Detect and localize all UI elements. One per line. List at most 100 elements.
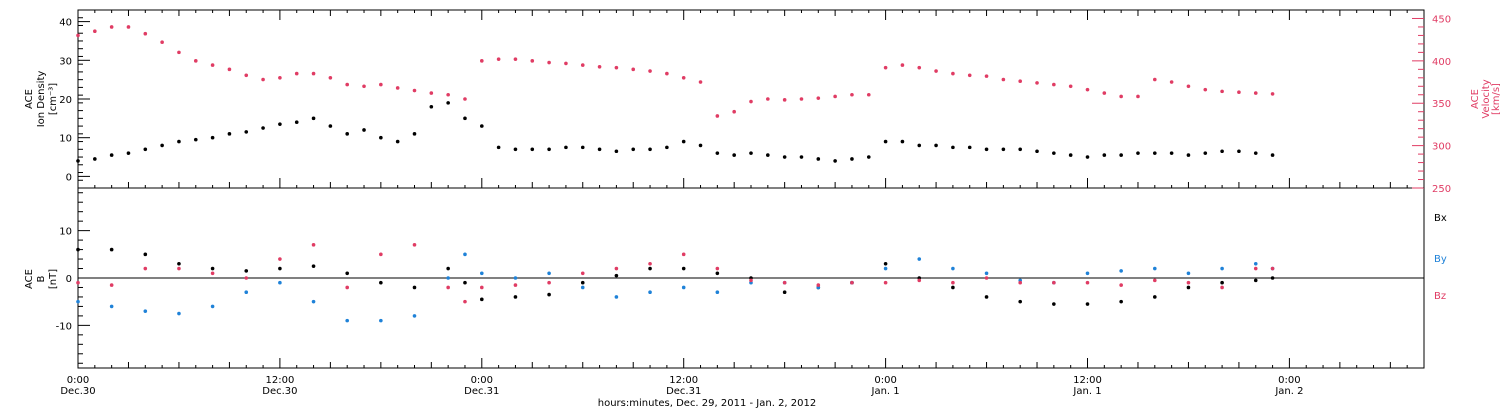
density-point xyxy=(311,116,316,121)
velocity-point xyxy=(984,74,989,78)
x-tick-date-label: Jan. 1 xyxy=(871,386,900,397)
density-point xyxy=(227,132,232,136)
x-tick-date-label: Dec.30 xyxy=(60,386,95,397)
velocity-tick-label: 300 xyxy=(1432,142,1451,153)
density-point xyxy=(951,145,955,150)
bz-point xyxy=(1153,278,1157,283)
velocity-tick-label: 250 xyxy=(1432,184,1451,195)
velocity-ylabel-line1: ACE xyxy=(1470,89,1481,109)
bz-point xyxy=(109,283,114,287)
by-point xyxy=(379,318,383,323)
bz-point xyxy=(143,266,148,271)
bx-point xyxy=(244,269,249,273)
by-point xyxy=(715,290,720,295)
bz-point xyxy=(177,266,181,271)
density-point xyxy=(934,143,938,148)
bz-point xyxy=(1119,283,1123,287)
velocity-point xyxy=(328,76,333,80)
velocity-point xyxy=(1270,92,1275,96)
velocity-point xyxy=(698,80,703,84)
velocity-tick-label: 450 xyxy=(1432,14,1451,25)
density-point xyxy=(749,151,753,155)
density-point xyxy=(665,145,669,150)
density-point xyxy=(76,159,80,163)
velocity-point xyxy=(1052,82,1056,87)
by-point xyxy=(917,257,922,261)
density-point xyxy=(1035,149,1039,154)
b-tick-label: -10 xyxy=(56,321,72,332)
by-point xyxy=(244,290,249,295)
bx-point xyxy=(681,266,686,271)
density-point xyxy=(1153,151,1157,155)
density-point xyxy=(900,139,905,144)
bz-point xyxy=(782,280,787,285)
bz-point xyxy=(513,283,518,287)
by-point xyxy=(614,295,619,299)
density-point xyxy=(1001,147,1006,152)
bz-point xyxy=(1220,285,1224,290)
density-point xyxy=(698,143,703,148)
bx-point xyxy=(177,261,181,266)
density-point xyxy=(564,145,568,150)
bz-point xyxy=(379,252,383,257)
density-point xyxy=(93,157,97,161)
x-tick-date-label: Jan. 1 xyxy=(1072,386,1101,397)
bz-point xyxy=(278,257,282,261)
velocity-point xyxy=(160,40,164,45)
velocity-point xyxy=(429,91,434,95)
bx-point xyxy=(1153,295,1157,299)
b-ylabel-line3: [nT] xyxy=(48,269,59,289)
density-point xyxy=(917,143,922,148)
by-point xyxy=(580,285,585,290)
velocity-point xyxy=(496,57,501,61)
bz-point xyxy=(480,285,484,290)
b-tick-label: 0 xyxy=(66,274,72,285)
velocity-point xyxy=(1001,77,1006,82)
x-tick-date-label: Dec.31 xyxy=(464,386,499,397)
bx-point xyxy=(715,271,720,276)
by-point xyxy=(412,314,417,318)
density-point xyxy=(513,147,518,152)
by-point xyxy=(177,311,181,316)
density-point xyxy=(1085,155,1090,159)
bz-point xyxy=(816,283,821,287)
axis-ticks: 010203040250300350400450-100100:00Dec.30… xyxy=(56,9,1451,397)
velocity-point xyxy=(883,65,888,70)
bz-point xyxy=(1253,266,1258,271)
density-point xyxy=(833,159,837,163)
velocity-point xyxy=(833,94,837,99)
density-point xyxy=(1237,149,1241,154)
density-point xyxy=(1203,151,1208,155)
density-point xyxy=(362,128,366,132)
by-point xyxy=(648,290,652,295)
density-point xyxy=(429,104,434,109)
bx-point xyxy=(1220,280,1224,285)
bx-point xyxy=(446,266,450,271)
density-point xyxy=(883,139,888,144)
bz-point xyxy=(311,243,316,247)
velocity-point xyxy=(967,73,972,78)
velocity-point xyxy=(177,50,181,55)
velocity-point xyxy=(412,88,417,93)
density-point xyxy=(850,157,854,161)
density-point xyxy=(480,124,484,128)
bz-point xyxy=(446,285,450,290)
by-point xyxy=(480,271,484,276)
bx-point xyxy=(379,280,383,285)
velocity-point xyxy=(934,69,938,73)
b-ylabel-line2: B xyxy=(36,275,47,282)
velocity-tick-label: 350 xyxy=(1432,99,1451,110)
by-point xyxy=(463,252,467,257)
density-ylabel-line3: [cm⁻³] xyxy=(48,83,59,115)
density-tick-label: 0 xyxy=(66,172,72,183)
density-point xyxy=(866,155,871,159)
by-point xyxy=(311,299,316,304)
velocity-point xyxy=(631,67,636,72)
bz-point xyxy=(648,261,652,266)
bx-point xyxy=(345,271,350,276)
bz-point xyxy=(1052,280,1056,285)
density-point xyxy=(446,101,450,105)
velocity-point xyxy=(866,92,871,97)
by-point xyxy=(681,285,686,290)
legend-by: By xyxy=(1434,254,1447,265)
